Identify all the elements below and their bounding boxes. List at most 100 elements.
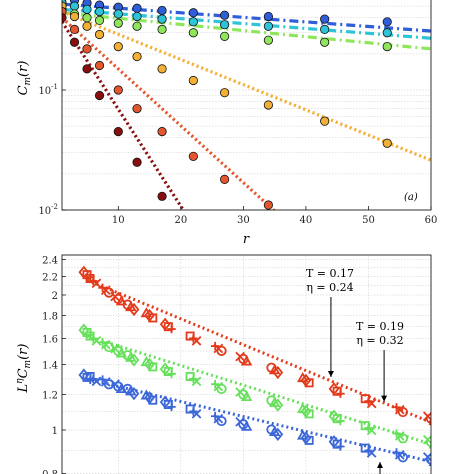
y-tick-label: 10-2 — [38, 203, 58, 217]
series-1-fit-line — [62, 7, 431, 40]
series-2-fit-line — [86, 377, 431, 464]
series-0-point — [115, 295, 128, 306]
series-3-point — [320, 116, 330, 126]
series-1-point — [113, 9, 123, 19]
series-2-point — [216, 415, 227, 427]
series-2-point — [157, 24, 167, 34]
x-tick-label: 10 — [112, 215, 125, 226]
series-0-point — [366, 398, 377, 409]
y-tick-label: 1.4 — [42, 360, 58, 371]
series-2-point — [220, 31, 230, 41]
series-2-point — [91, 376, 102, 387]
series-1-point — [263, 21, 273, 31]
series-1-point — [82, 4, 92, 14]
panel-b-plot-area — [78, 265, 431, 466]
series-1-point — [191, 376, 202, 387]
series-4-point — [94, 60, 105, 71]
series-0-point — [191, 336, 202, 346]
series-2-point — [272, 427, 284, 441]
series-4-point — [82, 44, 92, 54]
panel-a-grid — [62, 5, 431, 211]
series-2-point — [397, 452, 409, 463]
series-5-point — [69, 37, 80, 47]
panel-a-ylabel: Cm(r) — [16, 61, 33, 96]
series-1-point — [366, 425, 377, 436]
series-5-point — [132, 157, 142, 167]
series-0-point — [397, 406, 409, 418]
series-0-point — [128, 302, 140, 317]
series-0-point — [240, 355, 253, 366]
series-1-point — [220, 20, 230, 30]
series-2-point — [148, 395, 158, 405]
series-3-point — [220, 88, 230, 98]
series-2-point — [132, 21, 142, 31]
x-tick-label: 60 — [425, 215, 438, 226]
series-1-point — [382, 28, 392, 38]
series-4-point — [69, 24, 80, 34]
x-tick-label: 20 — [174, 215, 187, 226]
series-0-point — [148, 313, 158, 323]
series-4-point — [113, 85, 123, 95]
annotation-arrowhead-partial — [377, 462, 383, 468]
panel-b-frame — [61, 254, 432, 474]
series-1-point — [167, 369, 176, 379]
y-tick-label: 10-1 — [38, 83, 58, 97]
y-tick-label: 2 — [52, 291, 58, 302]
x-tick-label: 40 — [300, 215, 313, 226]
annotation-0-arrowhead — [327, 370, 334, 377]
panel-b-annotations: T = 0.17η = 0.24 T = 0.19η = 0.32 — [306, 267, 404, 474]
series-0-point — [220, 10, 230, 20]
series-0-point — [336, 389, 345, 398]
y-tick-label: 2.4 — [42, 255, 58, 266]
series-2-point — [382, 41, 392, 52]
series-2-point — [103, 379, 115, 390]
series-2-point — [128, 387, 140, 401]
series-0-point — [167, 324, 176, 334]
series-2-point — [113, 18, 123, 28]
series-5-point — [113, 127, 123, 137]
series-5-point — [94, 90, 105, 101]
panel-b-fit-lines — [86, 278, 431, 464]
series-1-point — [128, 353, 140, 367]
annotation-1-line1: T = 0.19 — [356, 320, 404, 333]
series-1-point — [132, 11, 142, 22]
series-2-point — [191, 409, 202, 419]
series-2-point — [240, 420, 253, 431]
y-tick-label: 1.8 — [42, 312, 58, 323]
series-5-point — [157, 191, 167, 201]
series-1-point — [320, 24, 330, 34]
annotation-0-line1: T = 0.17 — [306, 267, 354, 280]
series-2-point — [94, 15, 105, 26]
series-5-point — [62, 13, 67, 23]
series-1-point — [304, 409, 314, 419]
series-3-point — [382, 138, 392, 148]
panel-a-frame — [61, 0, 432, 211]
series-2-point — [320, 37, 330, 47]
panel-a-chart: 10 20 30 40 50 60 10-2 10-1 (a) r Cm(r) — [16, 0, 437, 247]
series-2-fit-line — [62, 11, 431, 51]
series-5-point — [82, 64, 92, 74]
annotation-1-line2: η = 0.32 — [356, 334, 403, 347]
series-0-fit-line — [86, 278, 431, 424]
series-0-point — [216, 345, 227, 356]
series-0-point — [91, 278, 102, 289]
series-4-point — [220, 174, 230, 184]
series-4-point — [132, 103, 142, 114]
panel-b-ticks: 0.8 1 1.2 1.4 1.6 1.8 2 2.2 2.4 — [42, 255, 66, 474]
series-1-point — [336, 416, 345, 426]
series-3-point — [113, 41, 123, 52]
panel-a-fit-lines — [62, 2, 431, 210]
series-1-point — [91, 336, 102, 346]
series-1-point — [94, 7, 105, 17]
series-0-fit-line — [62, 2, 431, 33]
series-0-point — [103, 287, 115, 298]
series-2-point — [336, 442, 345, 451]
panel-a-label: (a) — [404, 192, 418, 203]
series-0-point — [320, 14, 330, 24]
series-4-point — [263, 200, 273, 210]
series-3-point — [157, 64, 167, 74]
series-0-point — [157, 5, 167, 16]
y-tick-label: 0.8 — [42, 469, 58, 474]
annotation-0-line2: η = 0.24 — [306, 281, 353, 294]
